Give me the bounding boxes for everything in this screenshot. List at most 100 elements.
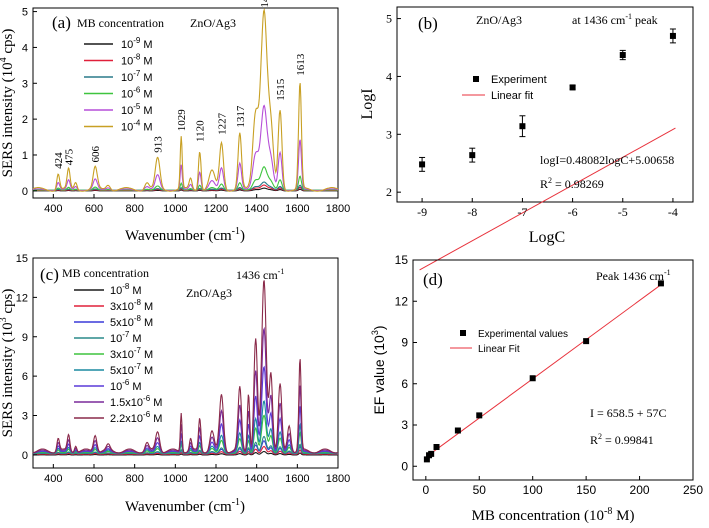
x-tick-label: 1800 xyxy=(326,473,350,485)
peak-label: 913 xyxy=(153,136,165,153)
x-tick-label: -7 xyxy=(517,205,527,219)
data-point xyxy=(454,427,461,434)
data-point xyxy=(428,450,435,457)
plot-d-points xyxy=(423,280,664,463)
peak-label: 1029 xyxy=(176,109,188,132)
x-tick-label: -4 xyxy=(668,205,678,219)
legend-label: 10-6 M xyxy=(121,86,153,101)
x-tick-label: 600 xyxy=(85,473,103,485)
x-tick-label: 250 xyxy=(683,483,703,497)
plot-b-x-label: LogC xyxy=(529,229,565,246)
y-tick-label: 4 xyxy=(386,69,392,83)
peak-label: 1317 xyxy=(235,105,247,128)
plot-d-x-ticks: 0 50 100 150 200 250 xyxy=(422,476,703,497)
plot-d-legend-marker xyxy=(460,330,466,336)
plot-b-fit-line xyxy=(419,127,676,271)
y-tick-label: 1 xyxy=(22,150,28,162)
x-tick-label: 1400 xyxy=(244,203,268,215)
y-tick-label: 9 xyxy=(22,332,28,344)
legend-label: 5x10-8 M xyxy=(110,314,153,329)
x-tick-label: 800 xyxy=(125,203,143,215)
x-tick-label: 1800 xyxy=(326,203,350,215)
x-tick-label: 1600 xyxy=(285,473,309,485)
data-point xyxy=(423,456,430,463)
y-tick-label: 3 xyxy=(22,411,28,423)
fit-line xyxy=(425,282,664,458)
x-tick-label: 150 xyxy=(576,483,596,497)
data-point xyxy=(519,123,526,130)
spectrum-line xyxy=(32,7,339,192)
legend-label: 1.5x10-6 M xyxy=(110,394,162,409)
legend-label: 10-8 M xyxy=(110,282,142,297)
y-tick-label: 3 xyxy=(401,418,408,432)
plot-d-frame xyxy=(412,259,694,481)
data-point xyxy=(476,412,483,419)
y-tick-label: 15 xyxy=(395,253,409,267)
plot-a-y-label: SERS intensity (104 cps) xyxy=(0,29,16,178)
y-tick-label: 12 xyxy=(395,294,409,308)
plot-d-equation: I = 658.5 + 57C xyxy=(590,406,667,420)
data-point xyxy=(669,32,676,39)
x-tick-label: 1000 xyxy=(163,473,187,485)
x-tick-label: 400 xyxy=(44,473,62,485)
panel-d: 0 50 100 150 200 250 0 3 6 9 12 15 (d) Peak 1436 c… xyxy=(370,253,703,524)
x-tick-label: 1000 xyxy=(163,203,187,215)
plot-b-equation: logI=0.48082logC+5.00658 xyxy=(540,153,674,167)
plot-a-title: ZnO/Ag3 xyxy=(190,16,236,30)
data-point xyxy=(619,52,626,59)
x-tick-label: 1200 xyxy=(204,203,228,215)
plot-a-x-ticks: 400 600 800 1000 1200 1400 1600 1800 xyxy=(44,194,350,215)
panel-b: -9 -8 -7 -6 -5 -4 2 3 4 5 (b) ZnO/Ag3 at 1436 cm… xyxy=(359,6,694,271)
y-tick-label: 6 xyxy=(22,371,28,383)
x-tick-label: -6 xyxy=(568,205,578,219)
plot-b-frame xyxy=(396,6,694,203)
spectrum-line xyxy=(32,326,339,454)
x-tick-label: -9 xyxy=(417,205,427,219)
legend-label: 5x10-7 M xyxy=(110,362,153,377)
panel-a: 400 600 800 1000 1200 1400 1600 1800 0 1 2 3 4 5 424… xyxy=(0,0,350,244)
legend-label: 10-6 M xyxy=(110,378,142,393)
plot-b-y-label: LogI xyxy=(359,88,376,119)
plot-c-legend-title: MB concentration xyxy=(62,266,149,280)
data-point xyxy=(419,161,426,168)
plot-d-y-label: EF value (103) xyxy=(370,325,387,414)
plot-b-x-ticks: -9 -8 -7 -6 -5 -4 xyxy=(417,198,678,219)
x-tick-label: 0 xyxy=(422,483,429,497)
data-point xyxy=(657,280,664,287)
data-point xyxy=(583,338,590,345)
x-tick-label: 100 xyxy=(523,483,543,497)
spectrum-line xyxy=(32,280,339,454)
y-tick-label: 2 xyxy=(386,185,392,199)
plot-a-legend: 10-9 M 10-8 M10-7 M 10-6 M10-5 M 10-4 M xyxy=(84,36,153,134)
plot-b-title: ZnO/Ag3 xyxy=(476,13,522,27)
plot-a-frame xyxy=(32,7,339,199)
legend-label: 2.2x10-6 M xyxy=(110,410,162,425)
y-tick-label: 5 xyxy=(22,7,28,19)
plot-b-legend-marker xyxy=(473,76,479,82)
plot-c-spectra xyxy=(32,280,339,456)
plot-b-legend-experiment: Experiment xyxy=(491,74,547,86)
x-tick-label: 1600 xyxy=(285,203,309,215)
plot-c-title: ZnO/Ag3 xyxy=(186,286,232,300)
data-point xyxy=(569,84,576,91)
data-point xyxy=(433,444,440,450)
x-tick-label: -5 xyxy=(618,205,628,219)
peak-label: 475 xyxy=(64,148,76,165)
plot-d-title: Peak 1436 cm-1 xyxy=(596,268,671,283)
panel-d-letter: (d) xyxy=(423,270,443,289)
plot-b-points xyxy=(419,28,676,172)
y-tick-label: 4 xyxy=(22,42,28,54)
legend-label: 3x10-7 M xyxy=(110,346,153,361)
spectrum-line xyxy=(33,450,338,456)
legend-label: 10-4 M xyxy=(121,119,153,134)
x-tick-label: 1400 xyxy=(244,473,268,485)
plot-c-x-ticks: 400 600 800 1000 1200 1400 1600 1800 xyxy=(44,464,350,485)
y-tick-label: 0 xyxy=(401,459,408,473)
plot-d-legend-experimental: Experimental values xyxy=(478,329,568,340)
data-point xyxy=(529,375,536,382)
plot-a-legend-title: MB concentration xyxy=(77,16,164,30)
x-tick-label: 50 xyxy=(473,483,487,497)
plot-d-r2: R2 = 0.99841 xyxy=(590,432,654,447)
